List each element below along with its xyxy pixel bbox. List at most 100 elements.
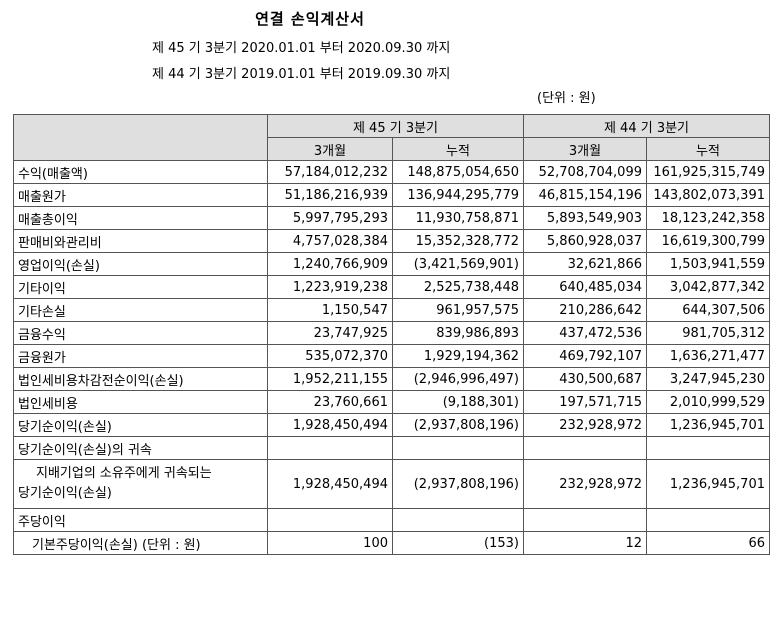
value-3m-current: 57,184,012,232 [267,160,393,184]
value-3m-prior [523,436,647,460]
header-cum-prior: 누적 [646,137,770,161]
value-3m-current [267,508,393,532]
table-row: 판매비와관리비 4,757,028,384 15,352,328,772 5,860,… [13,229,770,253]
header-3m-current: 3개월 [267,137,393,161]
value-3m-current: 1,952,211,155 [267,367,393,391]
value-cum-prior: 66 [646,531,770,555]
value-3m-prior: 469,792,107 [523,344,647,368]
table-row: 기타손실 1,150,547 961,957,575 210,286,642 644,3… [13,298,770,322]
row-label: 판매비와관리비 [13,229,268,253]
value-3m-current: 1,150,547 [267,298,393,322]
value-cum-prior: 1,503,941,559 [646,252,770,276]
table-row: 당기순이익(손실)의 귀속 [13,436,770,460]
table-row: 매출원가 51,186,216,939 136,944,295,779 46,815,… [13,183,770,207]
value-3m-prior: 210,286,642 [523,298,647,322]
value-cum-current: (2,937,808,196) [392,413,524,437]
value-3m-prior: 430,500,687 [523,367,647,391]
row-label: 매출총이익 [13,206,268,230]
header-row-1: 제 45 기 3분기 제 44 기 3분기 [13,114,770,161]
row-label: 수익(매출액) [13,160,268,184]
row-label: 당기순이익(손실)의 귀속 [13,436,268,460]
value-3m-prior: 12 [523,531,647,555]
row-label: 당기순이익(손실) [13,413,268,437]
value-3m-prior: 32,621,866 [523,252,647,276]
row-label: 주당이익 [13,508,268,532]
value-cum-current: 148,875,054,650 [392,160,524,184]
value-cum-current: 2,525,738,448 [392,275,524,299]
value-cum-current: 1,929,194,362 [392,344,524,368]
value-3m-current: 535,072,370 [267,344,393,368]
value-cum-current: (2,946,996,497) [392,367,524,391]
value-cum-current: (3,421,569,901) [392,252,524,276]
value-3m-current [267,436,393,460]
value-cum-prior: 1,236,945,701 [646,459,770,509]
row-label: 기타손실 [13,298,268,322]
table-row: 법인세비용차감전순이익(손실) 1,952,211,155 (2,946,996,4… [13,367,770,391]
statement-title: 연결 손익계산서 [255,10,365,28]
table-row: 당기순이익(손실) 1,928,450,494 (2,937,808,196) 232… [13,413,770,437]
value-cum-current: (2,937,808,196) [392,459,524,509]
value-cum-prior: 143,802,073,391 [646,183,770,207]
value-3m-prior: 5,893,549,903 [523,206,647,230]
header-group-prior: 제 44 기 3분기 [523,114,770,138]
value-cum-prior: 161,925,315,749 [646,160,770,184]
value-cum-current [392,508,524,532]
value-3m-prior: 640,485,034 [523,275,647,299]
table-row: 금융수익 23,747,925 839,986,893 437,472,536 981,… [13,321,770,345]
header-group-current: 제 45 기 3분기 [267,114,524,138]
row-label: 금융원가 [13,344,268,368]
value-3m-current: 4,757,028,384 [267,229,393,253]
value-3m-current: 100 [267,531,393,555]
table-row: 법인세비용 23,760,661 (9,188,301) 197,571,715 2,0… [13,390,770,414]
period-current: 제 45 기 3분기 2020.01.01 부터 2020.09.30 까지 [152,41,451,56]
header-blank [13,114,268,161]
header-row-2: 3개월 누적 3개월 누적 [14,137,770,161]
table-row: 영업이익(손실) 1,240,766,909 (3,421,569,901) 32,6… [13,252,770,276]
header-3m-prior: 3개월 [523,137,647,161]
row-label: 금융수익 [13,321,268,345]
period-prior: 제 44 기 3분기 2019.01.01 부터 2019.09.30 까지 [152,67,451,82]
value-cum-current: 839,986,893 [392,321,524,345]
table-row: 지배기업의 소유주에게 귀속되는 당기순이익(손실) 1,928,450,494 (2… [13,459,770,509]
value-cum-current: (153) [392,531,524,555]
value-cum-prior: 1,236,945,701 [646,413,770,437]
income-statement-table: 제 45 기 3분기 제 44 기 3분기 3개월 누적 3개월 누적 수익(매… [13,114,770,555]
value-cum-prior: 644,307,506 [646,298,770,322]
value-cum-prior: 18,123,242,358 [646,206,770,230]
value-3m-current: 1,223,919,238 [267,275,393,299]
value-3m-prior: 232,928,972 [523,459,647,509]
value-cum-prior [646,508,770,532]
value-cum-current: 11,930,758,871 [392,206,524,230]
value-3m-current: 5,997,795,293 [267,206,393,230]
header-cum-current: 누적 [392,137,524,161]
row-label: 법인세비용차감전순이익(손실) [13,367,268,391]
value-cum-prior: 3,042,877,342 [646,275,770,299]
value-cum-prior: 981,705,312 [646,321,770,345]
row-label: 매출원가 [13,183,268,207]
row-label-line-1: 지배기업의 소유주에게 귀속되는 [36,466,212,481]
value-cum-current: 136,944,295,779 [392,183,524,207]
unit-label: (단위 : 원) [537,91,596,106]
table-row: 수익(매출액) 57,184,012,232 148,875,054,650 52,7… [13,160,770,184]
value-3m-prior [523,508,647,532]
value-3m-prior: 52,708,704,099 [523,160,647,184]
value-cum-prior: 16,619,300,799 [646,229,770,253]
value-3m-current: 1,928,450,494 [267,413,393,437]
value-3m-prior: 46,815,154,196 [523,183,647,207]
table-row: 주당이익 [13,508,770,532]
row-label: 기타이익 [13,275,268,299]
value-cum-current [392,436,524,460]
table-row: 매출총이익 5,997,795,293 11,930,758,871 5,893,54… [13,206,770,230]
row-label: 법인세비용 [13,390,268,414]
value-3m-current: 23,760,661 [267,390,393,414]
value-cum-current: 15,352,328,772 [392,229,524,253]
value-cum-prior: 2,010,999,529 [646,390,770,414]
table-row: 금융원가 535,072,370 1,929,194,362 469,792,107 1… [13,344,770,368]
value-cum-prior [646,436,770,460]
value-cum-current: (9,188,301) [392,390,524,414]
table-row: 기본주당이익(손실) (단위 : 원) 100 (153) 12 66 [13,531,770,555]
value-3m-current: 51,186,216,939 [267,183,393,207]
value-3m-current: 23,747,925 [267,321,393,345]
value-3m-prior: 232,928,972 [523,413,647,437]
row-label: 기본주당이익(손실) (단위 : 원) [13,531,268,555]
